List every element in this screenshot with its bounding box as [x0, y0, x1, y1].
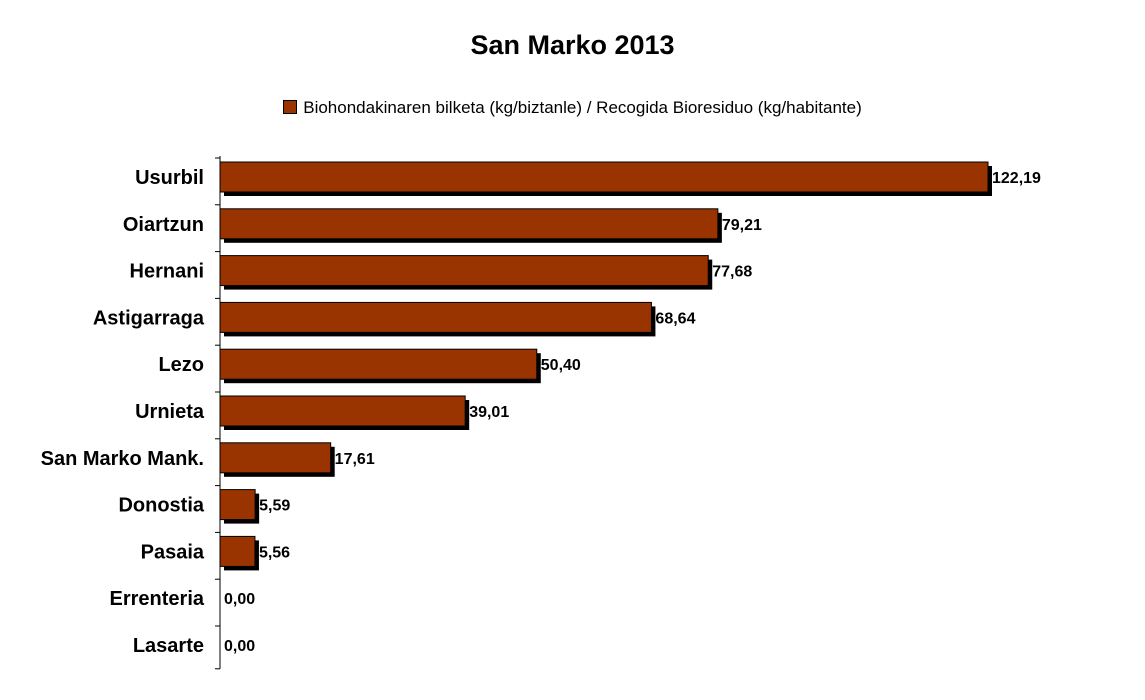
category-label: San Marko Mank.	[41, 448, 204, 470]
category-label: Donostia	[118, 495, 204, 517]
category-label: Astigarraga	[93, 307, 205, 329]
data-label: 79,21	[722, 217, 762, 234]
bar	[219, 442, 332, 474]
data-label: 122,19	[992, 170, 1041, 187]
category-label: Pasaia	[141, 541, 205, 563]
legend-label: Biohondakinaren bilketa (kg/biztanle) / …	[303, 98, 862, 117]
bar	[219, 348, 538, 380]
bar	[219, 489, 256, 521]
data-label: 39,01	[469, 404, 509, 421]
bar	[219, 255, 709, 287]
category-label: Lasarte	[133, 635, 204, 657]
data-label: 17,61	[335, 451, 375, 468]
bar	[219, 535, 256, 567]
category-label: Hernani	[130, 261, 204, 283]
data-label: 5,56	[259, 544, 290, 561]
category-label: Urnieta	[135, 401, 205, 423]
data-label: 68,64	[655, 310, 695, 327]
category-label: Oiartzun	[123, 214, 204, 236]
data-label: 5,59	[259, 498, 290, 515]
data-label: 0,00	[224, 638, 255, 655]
legend: Biohondakinaren bilketa (kg/biztanle) / …	[0, 98, 1145, 118]
legend-swatch	[283, 100, 298, 114]
data-label: 50,40	[541, 357, 581, 374]
category-label: Errenteria	[110, 588, 205, 610]
data-label: 77,68	[712, 264, 752, 281]
bar	[219, 395, 466, 427]
bar	[219, 161, 989, 193]
data-label: 0,00	[224, 591, 255, 608]
chart-title: San Marko 2013	[470, 30, 675, 60]
bar	[219, 301, 652, 333]
category-label: Lezo	[158, 354, 204, 376]
bar	[219, 208, 719, 240]
category-label: Usurbil	[135, 167, 204, 189]
